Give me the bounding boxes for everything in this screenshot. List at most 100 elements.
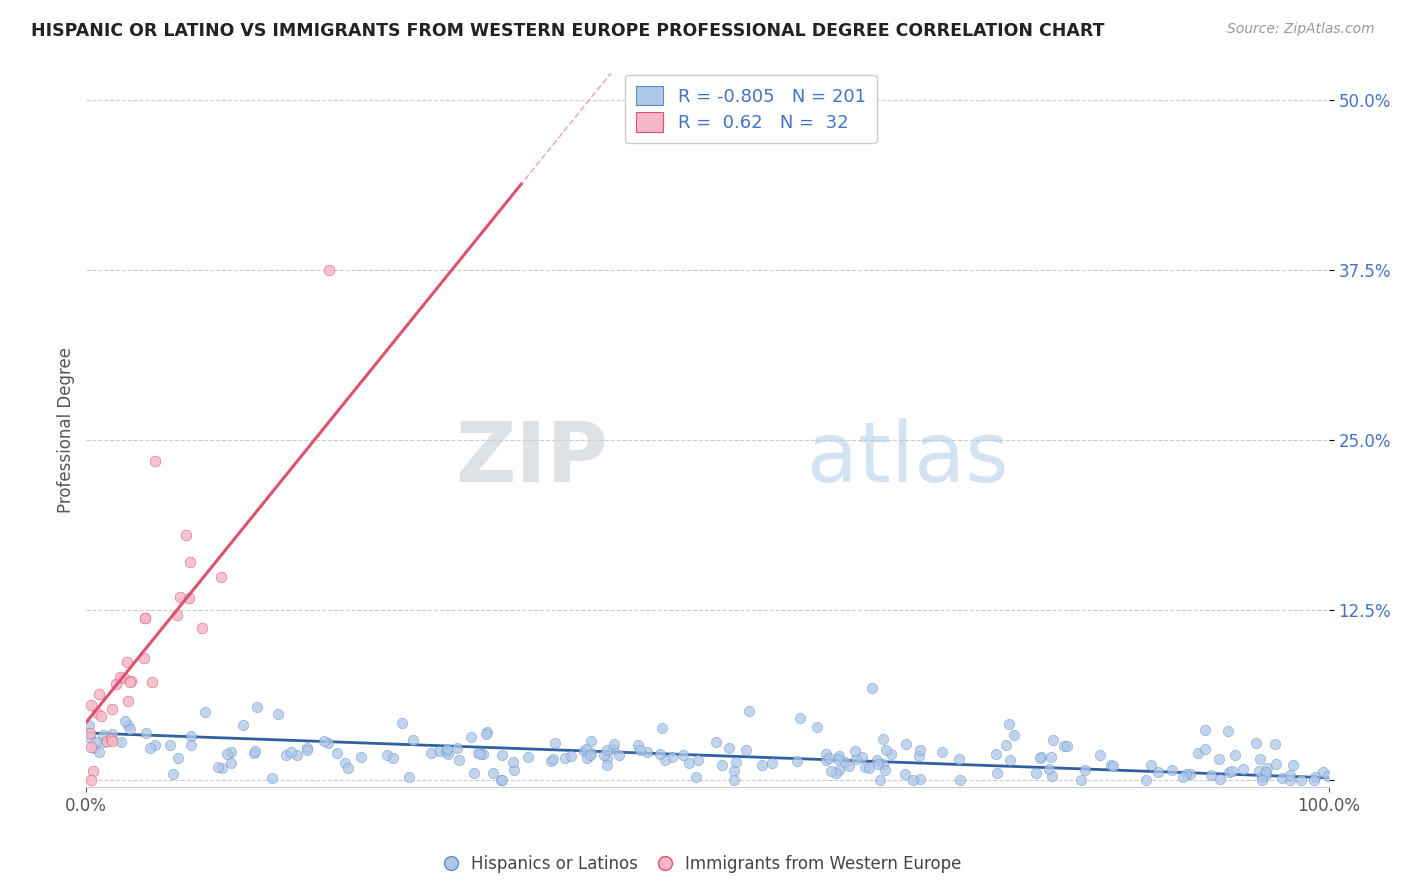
Point: [260, 771, 283, 785]
Point: [427, 744, 450, 758]
Point: [880, 747, 903, 761]
Point: [869, 772, 891, 787]
Point: [89, 745, 111, 759]
Point: [1254, 764, 1277, 779]
Point: [118, 722, 141, 736]
Point: [402, 732, 425, 747]
Point: [1249, 764, 1271, 778]
Point: [83, 741, 105, 756]
Point: [463, 766, 485, 780]
Point: [602, 737, 624, 751]
Y-axis label: Professional Degree: Professional Degree: [58, 347, 75, 513]
Point: [419, 746, 441, 760]
Point: [180, 738, 202, 752]
Point: [295, 743, 318, 757]
Point: [243, 746, 266, 760]
Point: [1282, 758, 1305, 772]
Point: [579, 746, 602, 760]
Point: [318, 263, 340, 277]
Point: [858, 761, 880, 775]
Point: [894, 766, 917, 780]
Point: [134, 611, 156, 625]
Point: [873, 763, 896, 777]
Point: [79, 726, 101, 740]
Point: [828, 764, 851, 778]
Point: [1171, 770, 1194, 784]
Point: [434, 745, 457, 759]
Point: [90, 709, 112, 723]
Point: [96, 734, 118, 748]
Point: [77, 718, 100, 732]
Point: [678, 756, 700, 771]
Point: [872, 731, 894, 746]
Point: [761, 756, 783, 770]
Point: [751, 758, 773, 772]
Point: [502, 755, 524, 769]
Point: [391, 716, 413, 731]
Point: [1220, 764, 1243, 779]
Point: [134, 610, 156, 624]
Point: [246, 699, 269, 714]
Point: [82, 764, 104, 778]
Point: [482, 766, 505, 780]
Point: [1175, 766, 1198, 780]
Point: [460, 730, 482, 744]
Point: [1090, 747, 1112, 762]
Point: [295, 741, 318, 756]
Point: [138, 741, 160, 756]
Point: [602, 742, 624, 756]
Point: [1223, 748, 1246, 763]
Point: [446, 740, 468, 755]
Point: [825, 765, 848, 780]
Point: [718, 741, 741, 756]
Point: [1194, 723, 1216, 738]
Point: [1256, 768, 1278, 782]
Point: [118, 674, 141, 689]
Point: [998, 754, 1021, 768]
Point: [219, 756, 242, 771]
Point: [1251, 770, 1274, 784]
Point: [194, 706, 217, 720]
Point: [274, 747, 297, 762]
Point: [316, 736, 339, 750]
Point: [931, 745, 953, 759]
Point: [80, 772, 103, 787]
Point: [437, 747, 460, 761]
Point: [723, 764, 745, 779]
Point: [986, 747, 1008, 761]
Point: [1249, 752, 1271, 766]
Point: [79, 731, 101, 745]
Point: [901, 772, 924, 787]
Point: [838, 759, 860, 773]
Point: [827, 752, 849, 766]
Point: [814, 753, 837, 767]
Point: [1264, 757, 1286, 772]
Point: [1102, 758, 1125, 772]
Text: Source: ZipAtlas.com: Source: ZipAtlas.com: [1227, 22, 1375, 37]
Point: [1271, 771, 1294, 785]
Point: [948, 752, 970, 766]
Point: [491, 772, 513, 787]
Point: [994, 738, 1017, 752]
Point: [628, 743, 651, 757]
Point: [579, 747, 602, 762]
Point: [834, 756, 856, 770]
Point: [872, 756, 894, 771]
Point: [1029, 751, 1052, 765]
Point: [114, 714, 136, 728]
Point: [738, 704, 761, 718]
Point: [108, 670, 131, 684]
Point: [87, 687, 110, 701]
Point: [326, 746, 349, 760]
Point: [141, 675, 163, 690]
Point: [115, 655, 138, 669]
Point: [735, 743, 758, 757]
Point: [1279, 768, 1302, 782]
Point: [1278, 772, 1301, 787]
Point: [207, 759, 229, 773]
Point: [723, 772, 745, 787]
Text: atlas: atlas: [807, 418, 1008, 499]
Point: [243, 744, 266, 758]
Point: [581, 734, 603, 748]
Point: [80, 740, 103, 755]
